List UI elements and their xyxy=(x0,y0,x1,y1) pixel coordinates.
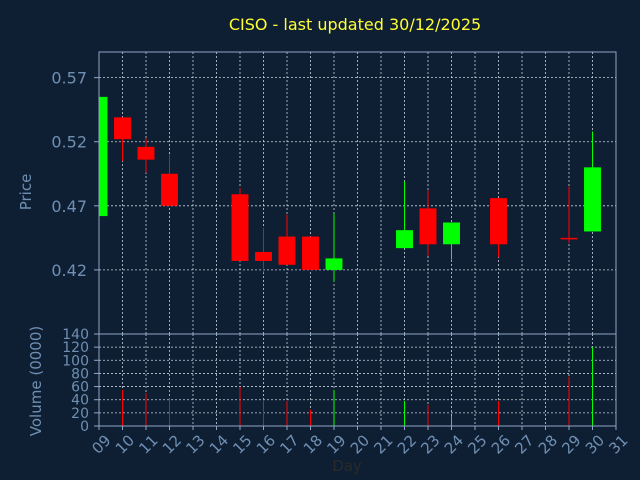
chart-title: CISO - last updated 30/12/2025 xyxy=(229,15,481,34)
x-tick-label: 10 xyxy=(112,431,138,457)
volume-tick-label: 120 xyxy=(62,340,89,356)
x-tick-label: 13 xyxy=(182,431,208,457)
x-tick-label: 11 xyxy=(135,431,161,457)
volume-tick-label: 40 xyxy=(71,393,89,409)
candle-body xyxy=(419,208,437,245)
x-tick-label: 27 xyxy=(511,431,537,457)
x-tick-label: 19 xyxy=(323,431,349,457)
x-tick-label: 21 xyxy=(370,431,396,457)
price-tick-label: 0.42 xyxy=(51,261,87,280)
x-tick-label: 09 xyxy=(88,431,114,457)
x-tick-label: 17 xyxy=(276,431,302,457)
candle-body xyxy=(396,230,413,249)
price-tick-label: 0.52 xyxy=(51,133,87,152)
candle-body xyxy=(278,236,296,265)
x-tick-label: 30 xyxy=(582,431,608,457)
volume-tick-label: 0 xyxy=(80,419,89,435)
candle-body xyxy=(161,173,178,206)
volume-bars xyxy=(122,347,593,426)
volume-tick-label: 20 xyxy=(71,406,89,422)
x-tick-label: 26 xyxy=(488,431,514,457)
candle-body xyxy=(255,251,272,261)
volume-tick-label: 100 xyxy=(62,353,89,369)
x-tick-label: 23 xyxy=(417,431,443,457)
x-tick-label: 28 xyxy=(535,431,561,457)
x-tick-label: 25 xyxy=(464,431,490,457)
price-axis-label: Price xyxy=(17,174,35,211)
price-candles xyxy=(98,96,601,282)
candle-body xyxy=(99,96,108,217)
x-tick-label: 12 xyxy=(159,431,185,457)
candle-body xyxy=(302,236,319,270)
price-tick-label: 0.47 xyxy=(51,197,87,216)
x-tick-label: 14 xyxy=(206,431,232,457)
x-tick-label: 18 xyxy=(300,431,326,457)
candle-body xyxy=(114,117,131,140)
x-tick-label: 15 xyxy=(229,431,255,457)
candle-body xyxy=(560,237,578,240)
candle-body xyxy=(325,258,343,270)
candle-body xyxy=(231,194,249,261)
x-tick-label: 31 xyxy=(605,431,631,457)
x-tick-labels: 0910111213141516171819202122232425262728… xyxy=(88,426,632,458)
volume-tick-label: 60 xyxy=(71,380,89,396)
x-axis-label: Day xyxy=(332,457,362,475)
candle-body xyxy=(584,167,601,232)
volume-tick-label: 80 xyxy=(71,366,89,382)
x-tick-label: 22 xyxy=(394,431,420,457)
price-tick-labels: 0.57 0.52 0.47 0.42 xyxy=(51,69,99,280)
volume-axis-label: Volume (0000) xyxy=(27,326,45,436)
candle-body xyxy=(137,146,155,160)
x-tick-label: 20 xyxy=(347,431,373,457)
volume-tick-label: 140 xyxy=(62,327,89,343)
candle-body xyxy=(443,222,460,245)
x-tick-label: 29 xyxy=(558,431,584,457)
x-tick-label: 24 xyxy=(441,431,467,457)
x-tick-label: 16 xyxy=(253,431,279,457)
price-tick-label: 0.57 xyxy=(51,69,87,88)
volume-grid xyxy=(98,334,617,426)
candle-body xyxy=(490,198,507,245)
